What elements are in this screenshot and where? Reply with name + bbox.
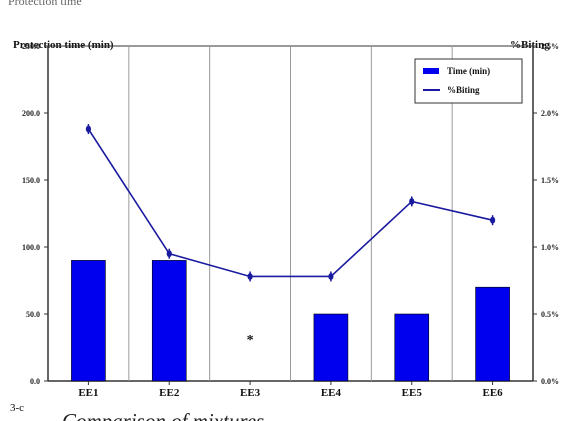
- category-label-ee1: EE1: [78, 387, 98, 399]
- right-tick-label: 1.5%: [541, 176, 559, 185]
- right-axis-title: %Biting: [510, 39, 550, 51]
- right-tick-label: 2.0%: [541, 109, 559, 118]
- top-text-fragment: Protection time: [8, 0, 82, 8]
- bar-ee4: [313, 313, 349, 382]
- left-axis-title: Protection time (min): [13, 39, 114, 51]
- biting-line: [85, 124, 496, 282]
- legend-box: [414, 58, 523, 104]
- asterisk-annotation: *: [247, 333, 254, 348]
- category-label-ee5: EE5: [402, 387, 423, 399]
- legend: Time (min) %Biting: [414, 58, 523, 104]
- left-tick-label: 150.0: [22, 176, 40, 185]
- category-labels: EE1 EE2 EE3 EE4 EE5 EE6: [78, 381, 503, 399]
- left-tick-label: 50.0: [26, 310, 40, 319]
- legend-label-time: Time (min): [447, 66, 490, 76]
- biting-line-path: [87, 128, 493, 278]
- legend-label-biting: %Biting: [447, 85, 480, 95]
- left-tick-label: 0.0: [30, 377, 40, 386]
- panel-label: 3-c: [10, 402, 24, 414]
- right-axis-ticks: 0.0% 0.5% 1.0% 1.5% 2.0% 2.5%: [533, 42, 559, 386]
- right-tick-label: 0.0%: [541, 377, 559, 386]
- caption-text: Comparison of mixtures: [62, 409, 264, 421]
- left-tick-label: 100.0: [22, 243, 40, 252]
- bar-ee5: [394, 313, 430, 382]
- bars: [71, 260, 510, 382]
- biting-point-ee4: [328, 273, 334, 280]
- legend-bar-swatch: [423, 68, 439, 74]
- right-tick-label: 1.0%: [541, 243, 559, 252]
- right-tick-label: 0.5%: [541, 310, 559, 319]
- category-label-ee2: EE2: [159, 387, 180, 399]
- category-label-ee3: EE3: [240, 387, 261, 399]
- bar-ee1: [71, 260, 106, 382]
- left-tick-label: 250.0: [22, 42, 40, 51]
- left-tick-label: 200.0: [22, 109, 40, 118]
- biting-point-ee2: [166, 250, 172, 258]
- left-axis-ticks: 0.0 50.0 100.0 150.0 200.0 250.0: [22, 42, 48, 386]
- biting-point-ee6: [489, 216, 496, 224]
- bar-ee6: [475, 286, 510, 382]
- biting-point-ee3: [247, 273, 253, 280]
- bar-ee2: [151, 260, 187, 382]
- biting-point-ee1: [85, 125, 92, 133]
- biting-point-ee5: [409, 198, 415, 205]
- annotations: *: [247, 333, 254, 348]
- category-label-ee4: EE4: [321, 387, 342, 399]
- right-tick-label: 2.5%: [541, 42, 559, 51]
- category-label-ee6: EE6: [482, 387, 503, 399]
